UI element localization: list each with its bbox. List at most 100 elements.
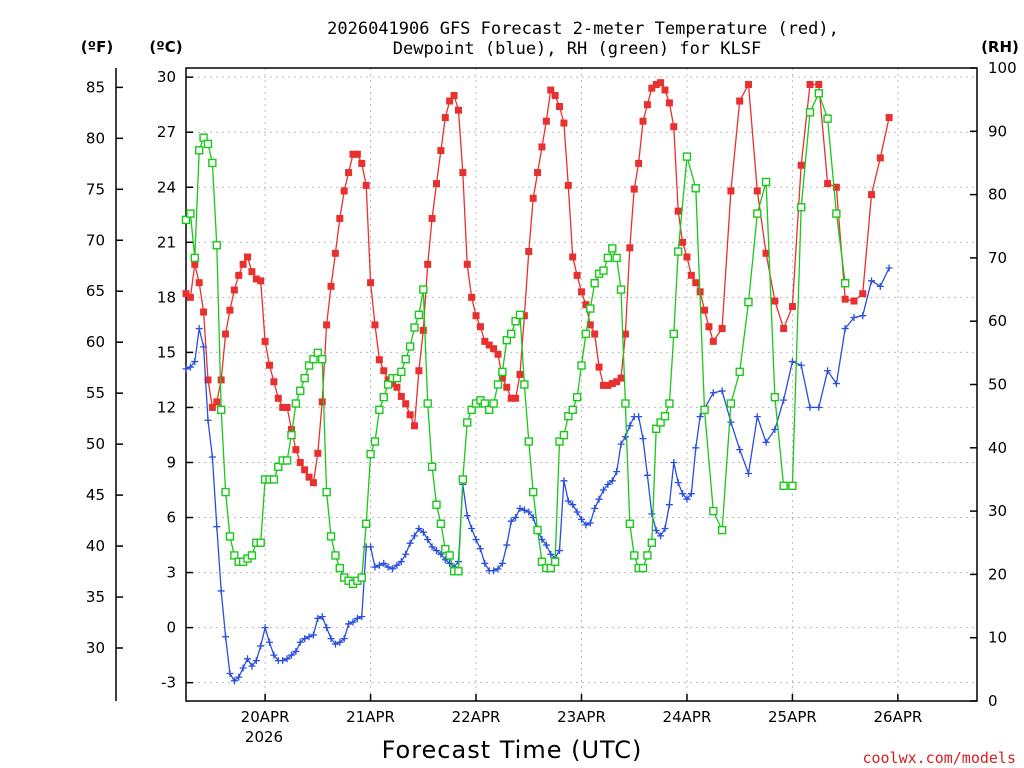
dewpoint-point [265,638,273,646]
dewpoint-point [841,325,849,333]
rh-point [291,399,301,408]
temperature-point [459,169,467,177]
rh-point [194,146,204,155]
temperature-point [230,286,238,294]
rh-point [805,108,815,117]
dewpoint-point [270,651,278,659]
temperature-point [239,260,247,268]
rh-point [630,551,639,560]
temperature-point [217,376,225,384]
rh-point [656,418,665,427]
temperature-point [287,425,295,433]
dewpoint-point [832,380,840,388]
rh-point [572,392,582,402]
dewpoint-point [727,418,735,426]
temperature-point [648,84,656,92]
temperature-point [762,249,770,257]
rh-point [753,209,762,218]
temperature-point [705,323,713,331]
rh-point [586,304,595,313]
temperature-point [503,383,511,391]
temperature-point [626,244,634,252]
time-tick-label: 20APR [241,708,290,726]
temperature-point [481,337,489,345]
dewpoint-point [468,525,476,533]
temperature-point [841,295,849,303]
temperature-point [701,306,709,314]
celsius-tick-label: 0 [166,619,176,637]
rh-point [682,152,692,161]
chart-title-line-2: Dewpoint (blue), RH (green) for KLSF [393,39,761,59]
temperature-point [336,214,344,222]
rh-point [524,437,533,446]
rh-point [537,557,547,566]
dewpoint-point [718,387,726,395]
series-rh [181,89,850,589]
rh-point [221,487,230,497]
fahrenheit-tick-label: 40 [86,537,105,555]
temperature-point [780,325,788,333]
temperature-point [657,79,665,87]
dewpoint-point [683,495,691,503]
time-tick-label: 22APR [452,708,501,726]
temperature-point [542,117,550,125]
rh-point [300,373,309,383]
temperature-point [595,363,603,371]
temperature-point [441,114,449,122]
rh-point [318,354,327,364]
rh-point [669,329,678,339]
series-layer [181,79,893,685]
rh-point [282,456,292,465]
rh-point [361,519,371,528]
temperature-point [432,180,440,188]
dewpoint-point [226,669,234,677]
rh-tick-label: 100 [988,59,1017,77]
dewpoint-point [613,468,621,476]
temperature-point [367,279,375,287]
grid [186,68,977,701]
temperature-point [692,279,700,287]
rh-point [625,519,635,528]
dewpoint-point [380,559,388,567]
temperature-point [450,92,458,100]
rh-point [533,525,542,535]
temperature-point [670,123,678,131]
dewpoint-point [441,556,449,564]
temperature-point [591,330,599,338]
rh-point [463,418,472,427]
dewpoint-point [547,550,555,558]
temperature-point [244,253,252,261]
rh-point [212,241,221,250]
temperature-point [525,247,533,255]
rh-point [419,285,428,294]
temperature-point [186,293,194,301]
temperature-point [547,86,555,94]
dewpoint-point [674,479,682,487]
dewpoint-point [411,532,419,540]
rh-point [370,437,380,446]
dewpoint-point [507,517,515,525]
dewpoint-point [318,613,326,621]
temperature-point [604,381,612,389]
time-axis: 20APR 21APR 22APR 23APR 24APR 25APR 26APR [241,694,922,726]
dewpoint-point [573,508,581,516]
rh-point [840,279,850,288]
fahrenheit-tick-label: 65 [86,282,105,300]
dewpoint-point [235,673,243,681]
rh-point [366,449,375,459]
temperature-point [323,321,331,329]
temperature-point [643,101,651,109]
temperature-point [301,466,309,474]
temperature-point [270,378,278,386]
rh-point [379,392,388,402]
dewpoint-point [384,563,392,571]
temperature-point [573,271,581,279]
rh-point [599,266,608,275]
dewpoint-point [490,567,498,575]
rh-point [616,285,626,294]
temperature-point [200,308,208,316]
dewpoint-point [788,358,796,366]
rh-point [502,335,511,345]
temperature-point [305,473,313,481]
rh-tick-label: 30 [988,502,1007,520]
